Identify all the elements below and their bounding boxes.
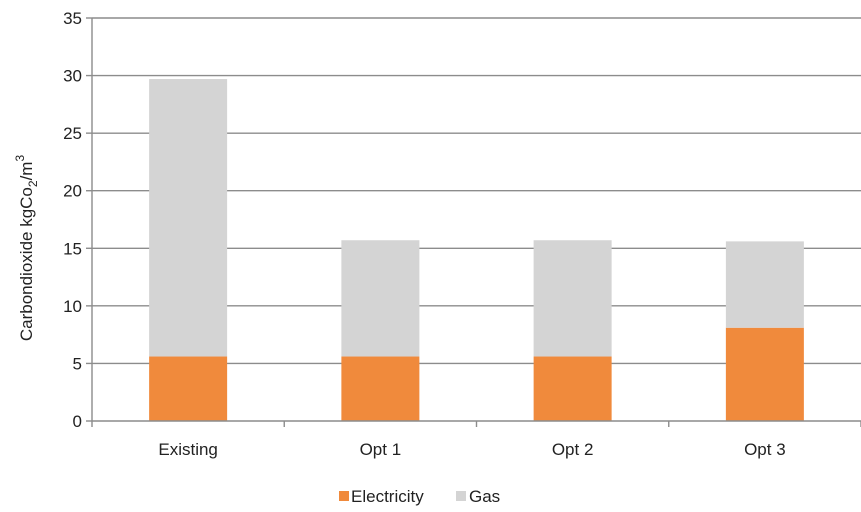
- bar-gas-opt-1: [341, 240, 420, 357]
- y-tick-label: 0: [73, 412, 82, 431]
- legend: Electricity Gas: [339, 487, 500, 506]
- x-tick-label: Opt 2: [552, 440, 594, 459]
- legend-label-electricity: Electricity: [351, 487, 424, 506]
- bar-electricity-existing: [149, 356, 228, 421]
- y-tick-label: 20: [63, 182, 82, 201]
- x-tick-label: Opt 1: [360, 440, 402, 459]
- y-axis-title: Carbondioxide kgCo2/m3: [13, 155, 40, 342]
- y-tick-label: 5: [73, 354, 82, 373]
- legend-label-gas: Gas: [469, 487, 500, 506]
- legend-swatch-electricity: [339, 491, 349, 501]
- x-tick-label: Opt 3: [744, 440, 786, 459]
- axes: [86, 17, 861, 427]
- x-tick-label: Existing: [158, 440, 218, 459]
- legend-swatch-gas: [456, 491, 466, 501]
- y-tick-label: 35: [63, 9, 82, 28]
- bar-gas-existing: [149, 79, 228, 357]
- y-tick-label: 15: [63, 239, 82, 258]
- bar-electricity-opt-2: [533, 356, 612, 421]
- y-tick-label: 30: [63, 67, 82, 86]
- y-tick-label: 25: [63, 124, 82, 143]
- bar-gas-opt-2: [533, 240, 612, 357]
- bar-electricity-opt-1: [341, 356, 420, 421]
- y-tick-label: 10: [63, 297, 82, 316]
- bar-gas-opt-3: [725, 241, 804, 328]
- y-tick-labels: 0 5 10 15 20 25 30 35: [63, 9, 82, 431]
- bar-electricity-opt-3: [725, 327, 804, 421]
- x-tick-labels: Existing Opt 1 Opt 2 Opt 3: [158, 440, 785, 459]
- bars: [149, 79, 804, 421]
